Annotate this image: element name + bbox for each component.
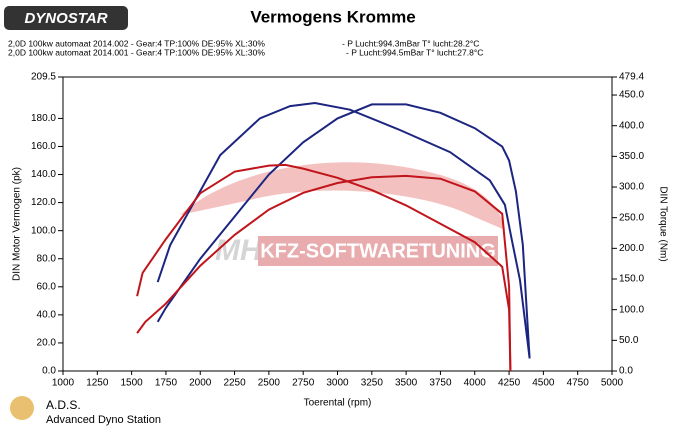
watermark: MH KFZ-SOFTWARETUNING <box>180 162 505 267</box>
x-tick-label: 5000 <box>601 378 624 389</box>
legend-text: 2,0D 100kw automaat 2014.002 - Gear:4 TP… <box>8 38 265 48</box>
x-tick-label: 1250 <box>86 378 109 389</box>
x-tick-label: 2750 <box>292 378 315 389</box>
x-tick-label: 3000 <box>326 378 349 389</box>
series-line <box>156 103 531 359</box>
watermark-mark: MH <box>215 234 263 267</box>
y2-tick-label: 200.0 <box>619 243 644 254</box>
x-tick-label: 4250 <box>498 378 521 389</box>
y-tick-label: 209.5 <box>31 72 56 83</box>
y2-tick-label: 100.0 <box>619 304 644 315</box>
y2-tick-label: 450.0 <box>619 90 644 101</box>
footer-logo <box>10 396 34 420</box>
x-axis-label: Toerental (rpm) <box>304 398 372 409</box>
x-tick-label: 3500 <box>395 378 418 389</box>
watermark-band <box>258 236 498 266</box>
logo: DYNOSTAR <box>24 10 107 27</box>
x-tick-label: 2500 <box>258 378 281 389</box>
logo-box <box>4 6 128 30</box>
x-tick-label: 3250 <box>361 378 384 389</box>
y-tick-label: 160.0 <box>31 141 56 152</box>
y-tick-label: 60.0 <box>37 281 57 292</box>
legend-text: 2,0D 100kw automaat 2014.001 - Gear:4 TP… <box>8 47 265 57</box>
x-tick-label: 2000 <box>189 378 212 389</box>
y2-tick-label: 350.0 <box>619 151 644 162</box>
y-axis-label: DIN Motor Vermogen (pk) <box>12 167 23 281</box>
footer-title: A.D.S. <box>46 398 81 412</box>
y2-tick-label: 150.0 <box>619 274 644 285</box>
series-line <box>136 174 512 372</box>
y2-tick-label: 300.0 <box>619 182 644 193</box>
watermark-text: KFZ-SOFTWARETUNING <box>260 240 496 262</box>
y2-tick-label: 0.0 <box>619 366 633 377</box>
series-line <box>136 163 512 372</box>
x-tick-label: 4500 <box>532 378 555 389</box>
y2-tick-label: 400.0 <box>619 120 644 131</box>
x-tick-label: 3750 <box>429 378 452 389</box>
series-line <box>156 101 531 359</box>
x-tick-label: 1000 <box>52 378 75 389</box>
y2-tick-label: 250.0 <box>619 212 644 223</box>
x-tick-label: 1750 <box>155 378 178 389</box>
y-tick-label: 20.0 <box>37 338 57 349</box>
x-tick-label: 4000 <box>464 378 487 389</box>
y-tick-label: 40.0 <box>37 310 57 321</box>
plot-frame <box>62 76 613 372</box>
y-tick-label: 180.0 <box>31 113 56 124</box>
watermark-car <box>180 162 505 230</box>
y-tick-label: 0.0 <box>42 366 56 377</box>
y-tick-label: 120.0 <box>31 197 56 208</box>
y2-axis-label: DIN Torque (Nm) <box>657 186 668 261</box>
legend-conditions: - P Lucht:994.5mBar T° lucht:27.8°C <box>346 47 483 57</box>
y-tick-label: 100.0 <box>31 225 56 236</box>
legend-conditions: - P Lucht:994.3mBar T° lucht:28.2°C <box>342 38 479 48</box>
y2-tick-label: 50.0 <box>619 335 639 346</box>
y-tick-label: 140.0 <box>31 169 56 180</box>
chart-title: Vermogens Kromme <box>250 7 415 26</box>
y-tick-label: 80.0 <box>37 253 57 264</box>
x-tick-label: 4750 <box>567 378 590 389</box>
x-tick-label: 1500 <box>121 378 144 389</box>
y2-tick-label: 479.4 <box>619 72 644 83</box>
footer-subtitle: Advanced Dyno Station <box>46 414 161 426</box>
x-tick-label: 2250 <box>223 378 246 389</box>
